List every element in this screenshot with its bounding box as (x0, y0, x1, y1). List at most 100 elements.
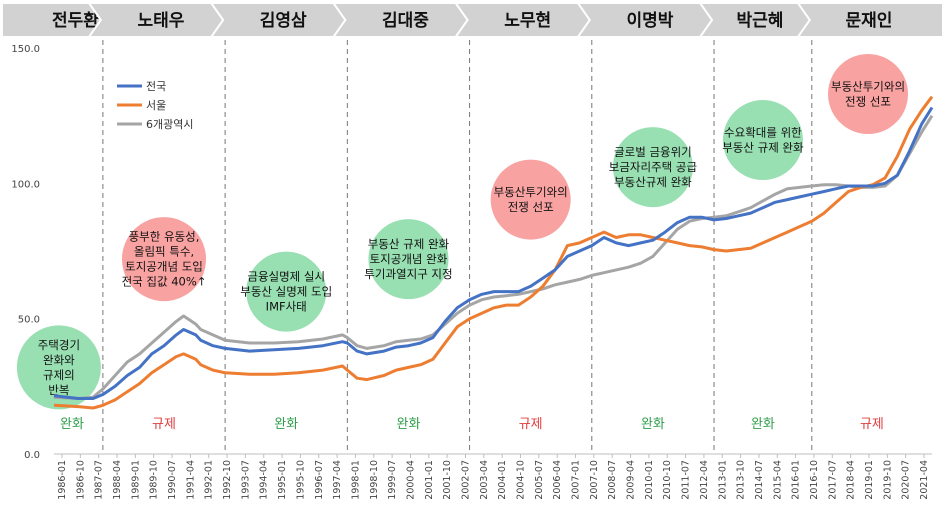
annotation-bubble (722, 100, 803, 181)
annotation-bubble (490, 159, 571, 240)
x-tick-label: 1996-07 (314, 460, 325, 500)
annotation-text: 풍부한 유동성, (129, 230, 200, 244)
x-tick-label: 1993-07 (240, 460, 251, 500)
era-label: 김대중 (382, 11, 429, 31)
era-chevron (795, 2, 944, 38)
x-tick-label: 1998-01 (350, 460, 361, 500)
x-tick-label: 1990-07 (167, 460, 178, 500)
y-tick-label: 50.0 (18, 315, 40, 326)
legend-label: 전국 (146, 80, 166, 93)
x-tick-label: 2008-07 (607, 460, 618, 500)
annotation-text: 주택경기 (38, 338, 80, 352)
x-tick-label: 1988-04 (112, 460, 123, 500)
annotation-bubble (246, 251, 327, 332)
annotation-text: 수요확대를 위한 (724, 126, 802, 140)
series-line (53, 106, 934, 400)
x-tick-label: 2002-07 (460, 460, 471, 500)
annotation-text: IMF사태 (266, 300, 307, 314)
policy-label: 완화 (60, 417, 84, 432)
era-label: 노태우 (138, 11, 185, 31)
annotation-bubble (828, 54, 909, 135)
annotation-text: 글로벌 금융위기 (614, 145, 692, 159)
x-tick-label: 2004-01 (497, 460, 508, 500)
annotation-bubble (368, 219, 449, 300)
x-tick-label: 1992-10 (222, 460, 233, 500)
era-banner: 전두환 노태우 김영삼 김대중 노무현 이명박 박근혜 문재인 (1, 2, 944, 38)
x-tick-label: 2007-01 (571, 460, 582, 500)
x-tick-label: 2019-01 (864, 460, 875, 500)
policy-label: 완화 (274, 417, 298, 432)
x-tick-label: 2016-01 (791, 460, 802, 500)
y-tick-label: 100.0 (11, 179, 40, 190)
x-tick-label: 2020-07 (901, 460, 912, 500)
legend-label: 6개광역시 (146, 118, 193, 131)
annotation-text: 전쟁 선포 (508, 200, 554, 214)
x-tick-label: 2014-07 (754, 460, 765, 500)
x-tick-label: 2005-07 (534, 460, 545, 500)
annotation-bubble (16, 325, 101, 410)
annotation-text: 부동산투기와의 (831, 80, 905, 94)
x-tick-label: 2019-10 (882, 460, 893, 500)
annotation-text: 토지공개념 도입 (125, 260, 203, 274)
x-tick-label: 2017-07 (827, 460, 838, 500)
era-label: 박근혜 (736, 11, 783, 31)
policy-label: 완화 (641, 417, 665, 432)
y-tick-label: 0.0 (24, 450, 40, 461)
annotation-text: 부동산투기와의 (494, 185, 568, 199)
x-tick-label: 2003-04 (479, 460, 490, 500)
x-tick-label: 1995-01 (277, 460, 288, 500)
x-tick-label: 2013-01 (717, 460, 728, 500)
annotation-text: 규제의 (43, 368, 75, 382)
x-tick-label: 2001-10 (442, 460, 453, 500)
x-tick-label: 2010-01 (644, 460, 655, 500)
annotation-bubble (122, 217, 207, 302)
x-tick-label: 2015-04 (772, 460, 783, 500)
x-tick-label: 1992-01 (204, 460, 215, 500)
x-tick-label: 2013-10 (736, 460, 747, 500)
x-tick-label: 2006-04 (552, 460, 563, 500)
x-tick-label: 1986-10 (75, 460, 86, 500)
axes: 0.0 50.0 100.0 150.0 1986-01 1986-10 1987-07 19… (11, 40, 932, 500)
x-tick-label: 2000-04 (405, 460, 416, 500)
x-tick-label: 2009-04 (626, 460, 637, 500)
y-tick-label: 150.0 (11, 44, 40, 55)
policy-label: 규제 (860, 417, 884, 432)
era-label: 김영삼 (260, 11, 307, 31)
x-tick-label: 1997-04 (332, 460, 343, 500)
x-tick-label: 1987-07 (94, 460, 105, 500)
x-tick-label: 2010-10 (662, 460, 673, 500)
x-tick-label: 1999-07 (387, 460, 398, 500)
era-label: 이명박 (626, 11, 673, 31)
policy-labels: 완화 규제 완화 완화 규제 완화 완화 규제 (60, 417, 884, 432)
x-tick-label: 2018-04 (846, 460, 857, 500)
x-tick-label: 1991-04 (185, 460, 196, 500)
annotation-text: 부동산 규제 완화 (722, 141, 804, 155)
annotation-text: 금융실명제 실시 (247, 270, 325, 284)
annotation-text: 부동산 규제 완화 (368, 237, 450, 251)
annotation-text: 올림픽 특수, (134, 245, 194, 259)
policy-label: 완화 (396, 417, 420, 432)
annotation-text: 부동산 실명제 도입 (240, 285, 332, 299)
annotation-text: 전국 집값 40%↑ (122, 275, 207, 289)
annotation-text: 반복 (48, 383, 69, 397)
policy-label: 규제 (519, 417, 543, 432)
series-line (53, 95, 934, 410)
series-lines (53, 95, 934, 410)
annotation-text: 토지공개념 완화 (370, 252, 448, 266)
annotation-text: 전쟁 선포 (845, 95, 891, 109)
x-tick-label: 2004-10 (516, 460, 527, 500)
annotation-text: 투기과열지구 지정 (364, 267, 452, 281)
x-tick-label: 1998-10 (369, 460, 380, 500)
x-tick-label: 2021-04 (919, 460, 930, 500)
era-label: 문재인 (845, 11, 892, 31)
x-tick-label: 1994-04 (259, 460, 270, 500)
annotation-text: 완화와 (43, 353, 75, 367)
x-tick-label: 2016-10 (809, 460, 820, 500)
era-label: 전두환 (52, 11, 99, 31)
annotation-bubble (612, 127, 693, 208)
x-tick-label: 1986-01 (57, 460, 68, 500)
era-label: 노무현 (504, 11, 551, 31)
series-line (53, 114, 934, 400)
